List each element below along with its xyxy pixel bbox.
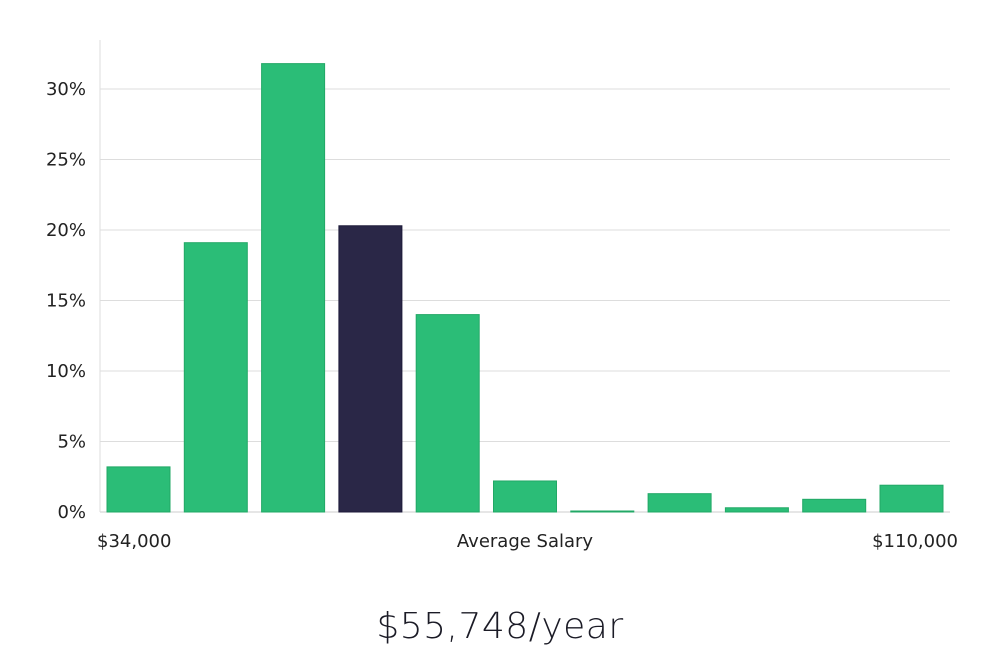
y-tick-label: 15% (46, 291, 86, 312)
x-axis-title: Average Salary (457, 531, 594, 552)
y-tick-labels: 0% 5% 10% 15% 20% 25% 30% (46, 79, 86, 523)
bar (415, 314, 480, 513)
y-tick-label: 5% (57, 432, 86, 453)
bar (802, 498, 867, 513)
bar-highlighted (338, 225, 403, 513)
y-tick-label: 25% (46, 150, 86, 171)
salary-histogram: 0% 5% 10% 15% 20% 25% 30% $34,000 Average Sala… (46, 40, 958, 552)
y-tick-label: 0% (57, 502, 86, 523)
y-tick-label: 30% (46, 79, 86, 100)
average-salary-value: $55,748/year (376, 606, 624, 647)
x-max-label: $110,000 (872, 531, 958, 552)
bar (261, 63, 326, 513)
bar (183, 242, 248, 513)
bar (724, 507, 789, 513)
y-tick-label: 20% (46, 220, 86, 241)
bar (570, 510, 635, 513)
bar (106, 466, 171, 513)
bars (106, 63, 944, 513)
y-tick-label: 10% (46, 361, 86, 382)
bar (879, 484, 944, 513)
x-min-label: $34,000 (97, 531, 171, 552)
bar (493, 480, 557, 513)
bar (647, 493, 712, 513)
